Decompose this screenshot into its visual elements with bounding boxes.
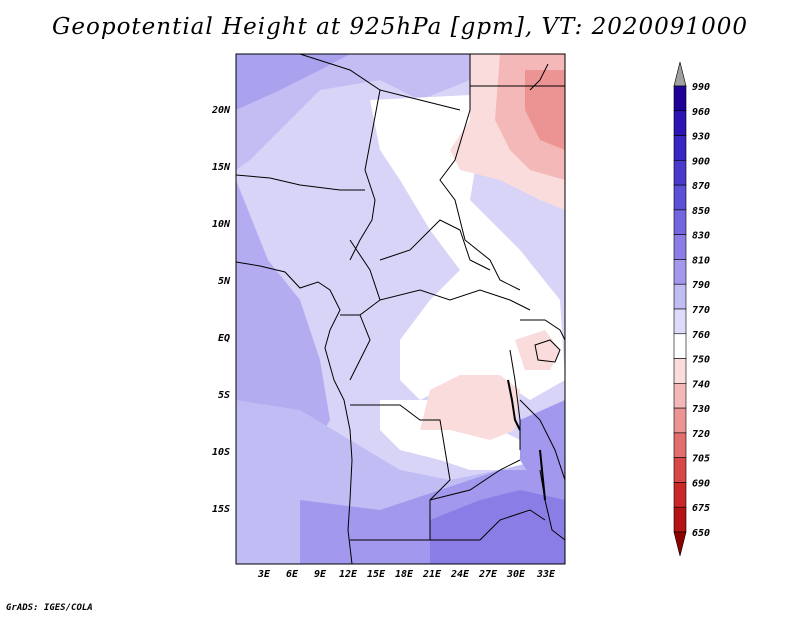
- lon-label-9e: 9E: [314, 569, 327, 580]
- lon-axis: 3E 6E 9E 12E 15E 18E 21E 24E 27E 30E 33E: [257, 569, 556, 580]
- colorbar-swatch: [673, 457, 687, 483]
- map-frame: [235, 53, 566, 565]
- colorbar-label: 790: [692, 280, 710, 291]
- colorbar-label: 830: [692, 231, 710, 242]
- lat-label-15s: 15S: [212, 504, 230, 515]
- lon-label-24e: 24E: [450, 569, 470, 580]
- lake-victoria: [534, 339, 561, 363]
- field-blue-south3: [430, 490, 565, 564]
- lat-label-15n: 15N: [212, 162, 231, 173]
- lon-label-18e: 18E: [395, 569, 414, 580]
- colorbar-swatch: [673, 383, 687, 409]
- lon-label-33e: 33E: [536, 569, 556, 580]
- border-chad-east: [439, 54, 521, 291]
- colorbar-swatch: [673, 110, 687, 136]
- red-sea-coast: [529, 63, 549, 91]
- colorbar-label: 705: [692, 454, 710, 465]
- lat-label-10s: 10S: [212, 447, 230, 458]
- colorbar-swatch: [673, 184, 687, 211]
- lon-label-27e: 27E: [478, 569, 498, 580]
- lake-tanganyika: [507, 379, 521, 431]
- lat-label-eq: EQ: [218, 333, 230, 344]
- field-sahara-north: [236, 54, 470, 170]
- colorbar-swatch: [673, 209, 687, 235]
- lon-label-12e: 12E: [339, 569, 358, 580]
- colorbar: 990 960 930 900 870 850 830 810 790 770 760 750 740 7…: [673, 61, 710, 557]
- lon-label-15e: 15E: [367, 569, 386, 580]
- lake-malawi: [539, 449, 546, 501]
- colorbar-swatch: [673, 333, 687, 359]
- colorbar-label: 930: [692, 132, 710, 143]
- field-white-center: [370, 95, 565, 400]
- border-niger-north: [299, 54, 461, 111]
- lon-label-30e: 30E: [506, 569, 526, 580]
- colorbar-label: 770: [692, 305, 710, 316]
- border-angola-north: [350, 404, 446, 451]
- lat-axis: 20N 15N 10N 5N EQ 5S 10S 15S: [211, 105, 231, 515]
- lon-label-3e: 3E: [257, 569, 271, 580]
- colorbar-swatch: [673, 506, 687, 533]
- borders: [236, 54, 565, 564]
- colorbar-label: 810: [692, 255, 710, 266]
- colorbar-label: 690: [692, 478, 710, 489]
- colorbar-label: 650: [692, 528, 710, 539]
- lat-label-5n: 5N: [218, 276, 231, 287]
- border-chad: [349, 89, 381, 261]
- colorbar-swatch: [673, 160, 687, 186]
- lat-label-20n: 20N: [211, 105, 231, 116]
- lat-label-5s: 5S: [218, 390, 230, 401]
- colorbar-label: 990: [692, 82, 710, 93]
- colorbar-label: 870: [692, 181, 710, 192]
- colorbar-swatch: [673, 358, 687, 384]
- colorbar-swatch: [673, 407, 687, 434]
- colorbar-label: 675: [692, 503, 710, 514]
- colorbar-label: 750: [692, 355, 710, 366]
- colorbar-label: 730: [692, 404, 710, 415]
- grads-credit: GrADS: IGES/COLA: [6, 603, 93, 613]
- colorbar-label: 740: [692, 379, 710, 390]
- border-cameroon: [340, 239, 381, 316]
- colorbar-label: 900: [692, 156, 710, 167]
- border-drc-north: [379, 289, 531, 311]
- lon-label-6e: 6E: [286, 569, 299, 580]
- field-northwest: [236, 54, 350, 110]
- chart-title: Geopotential Height at 925hPa [gpm], VT:…: [52, 14, 748, 40]
- colorbar-swatch: [673, 432, 687, 458]
- colorbar-swatch: [673, 283, 687, 310]
- colorbar-swatch: [673, 85, 687, 112]
- colorbar-label: 960: [692, 107, 710, 118]
- colorbar-swatch: [673, 308, 687, 335]
- border-uganda: [520, 319, 565, 341]
- border-zimbabwe: [479, 509, 546, 541]
- lat-label-10n: 10N: [212, 219, 231, 230]
- map-panel: [236, 54, 565, 564]
- border-nigeria-north: [236, 174, 365, 191]
- border-angola-east: [429, 449, 451, 540]
- border-car: [379, 219, 491, 271]
- border-zambia: [429, 459, 521, 501]
- colorbar-top-arrow: [673, 61, 687, 87]
- colorbar-swatch: [673, 135, 687, 161]
- field-pink-se: [420, 375, 520, 440]
- field-pink-ne3: [525, 70, 565, 150]
- border-east-lakes: [509, 349, 521, 450]
- colorbar-swatch: [673, 482, 687, 508]
- colorbar-label: 850: [692, 206, 710, 217]
- coastline-west-africa: [236, 261, 353, 564]
- colorbar-swatch: [673, 259, 687, 285]
- field-white-south: [380, 400, 540, 470]
- lon-label-21e: 21E: [422, 569, 442, 580]
- border-tanzania: [519, 399, 565, 481]
- colorbar-label: 760: [692, 330, 710, 341]
- field-blue-southeast: [520, 400, 565, 500]
- border-congo: [349, 314, 371, 381]
- colorbar-swatch: [673, 234, 687, 260]
- colorbar-label: 720: [692, 429, 710, 440]
- colorbar-bottom-arrow: [673, 531, 687, 557]
